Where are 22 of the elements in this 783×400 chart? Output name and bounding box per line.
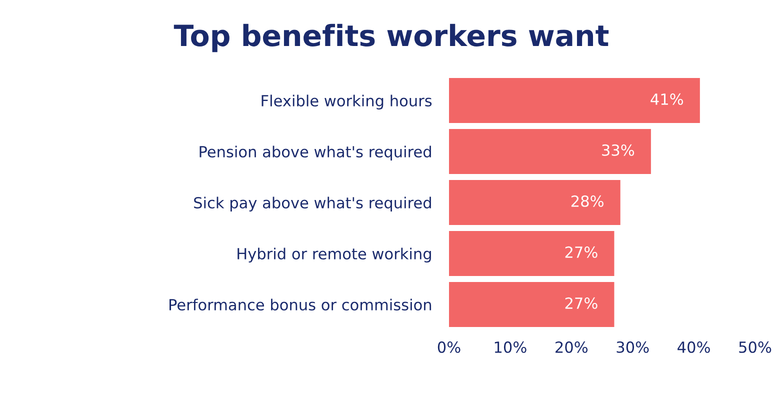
y-tick-label: Flexible working hours <box>262 94 432 110</box>
data-label: 33% <box>602 144 634 156</box>
bar <box>449 78 700 123</box>
bar <box>449 282 614 327</box>
x-tick-label: 10% <box>494 341 526 353</box>
data-label: 41% <box>650 93 684 105</box>
chart-title: Top benefits workers want <box>174 24 609 52</box>
y-tick-label: Sick pay above what's required <box>194 196 431 212</box>
y-tick-label: Performance bonus or commission <box>170 298 432 311</box>
x-tick-label: 20% <box>556 341 588 353</box>
x-tick-label: 40% <box>678 341 710 353</box>
y-tick-label: Hybrid or remote working <box>238 248 431 262</box>
x-tick-label: 50% <box>739 341 772 353</box>
x-tick-label: 30% <box>616 341 649 353</box>
bar <box>449 180 620 225</box>
bar <box>449 231 614 276</box>
data-label: 28% <box>571 195 604 207</box>
data-label: 27% <box>565 297 598 309</box>
x-tick-label: 0% <box>438 341 460 353</box>
data-label: 27% <box>565 246 598 258</box>
y-tick-label: Pension above what's required <box>200 146 431 160</box>
bar <box>449 129 651 174</box>
